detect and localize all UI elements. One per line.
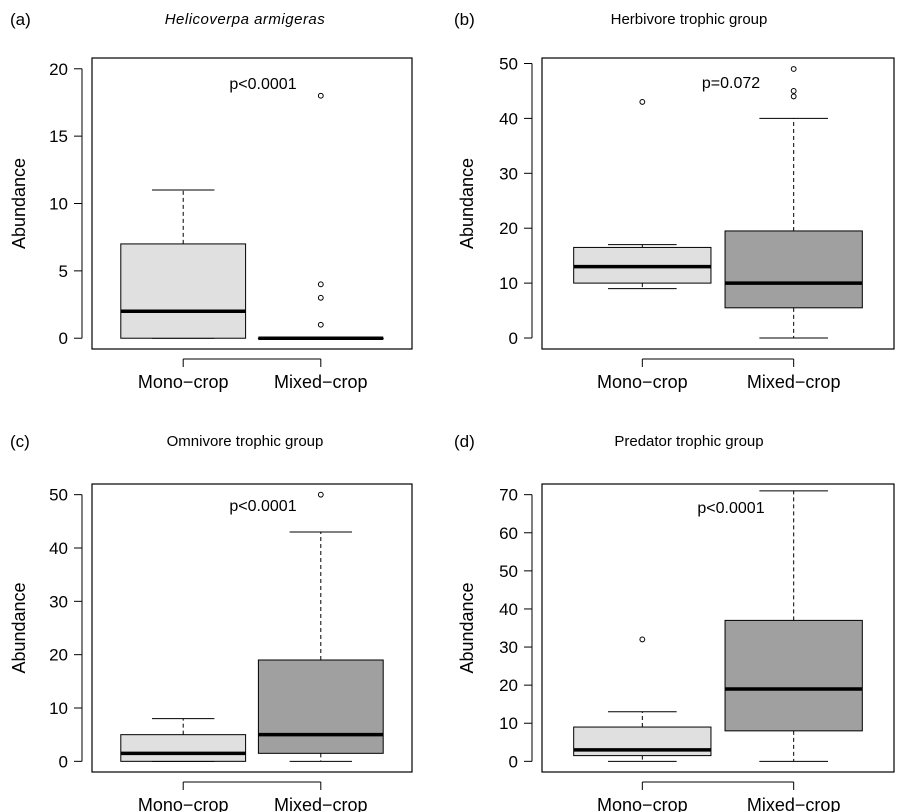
p-value-annotation: p<0.0001 <box>697 500 764 517</box>
panel-letter: (d) <box>454 432 475 451</box>
iqr-box <box>120 243 247 339</box>
panel-c: (c) Omnivore trophic group 0 10 20 30 40 50 Ab… <box>0 406 448 812</box>
panel-letter: (c) <box>10 432 30 451</box>
x-category-label: Mono−crop <box>138 372 229 392</box>
outlier-point <box>317 281 324 288</box>
y-tick-label: 70 <box>499 486 518 505</box>
y-tick-label: 20 <box>49 646 68 665</box>
panel-a: (a) Helicoverpa armigeras 0 5 10 15 20 Abunda… <box>0 0 448 406</box>
plot-frame <box>541 483 895 773</box>
y-tick-label: 15 <box>49 127 68 146</box>
y-tick-label: 10 <box>49 195 68 214</box>
y-tick-label: 20 <box>499 676 518 695</box>
panel-d: (d) Predator trophic group 0 10 20 30 40 50 60… <box>448 406 896 812</box>
y-tick-label: 0 <box>59 329 68 348</box>
y-tick-label: 40 <box>499 109 518 128</box>
p-value-annotation: p=0.072 <box>702 75 760 92</box>
y-tick-label: 30 <box>499 638 518 657</box>
y-tick-label: 30 <box>49 592 68 611</box>
y-axis-label: Abundance <box>9 582 29 673</box>
x-category-label: Mono−crop <box>138 795 229 812</box>
panel-title: Omnivore trophic group <box>166 433 324 450</box>
panel-b: (b) Herbivore trophic group 0 10 20 30 40 50 A… <box>448 0 896 406</box>
panel-title: Predator trophic group <box>614 433 764 450</box>
y-tick-label: 0 <box>59 752 68 771</box>
outlier-point <box>790 93 797 100</box>
y-tick-label: 40 <box>49 539 68 558</box>
outlier-point <box>639 99 646 105</box>
x-category-label: Mono−crop <box>597 372 688 392</box>
y-tick-label: 50 <box>499 54 518 73</box>
outlier-point <box>790 66 797 72</box>
y-tick-label: 10 <box>49 699 68 718</box>
p-value-annotation: p<0.0001 <box>229 498 296 515</box>
x-category-label: Mixed−crop <box>274 795 368 812</box>
plot-frame <box>91 57 413 350</box>
iqr-box <box>120 734 247 762</box>
y-tick-label: 60 <box>499 524 518 543</box>
y-tick-label: 10 <box>499 274 518 293</box>
iqr-box <box>724 230 863 309</box>
x-category-label: Mono−crop <box>597 795 688 812</box>
y-axis-label: Abundance <box>457 582 477 673</box>
iqr-box <box>257 659 384 754</box>
y-tick-label: 10 <box>499 714 518 733</box>
y-tick-label: 20 <box>499 219 518 238</box>
x-category-label: Mixed−crop <box>274 372 368 392</box>
panel-title: Helicoverpa armigeras <box>164 11 326 28</box>
x-category-label: Mixed−crop <box>747 795 841 812</box>
outlier-point <box>639 636 646 643</box>
y-tick-label: 20 <box>49 60 68 79</box>
y-tick-label: 50 <box>49 486 68 505</box>
y-tick-label: 5 <box>59 262 68 281</box>
boxplot-chart: 0 10 20 30 40 50 Abundance Mono−crop Mixed−crop p… <box>457 54 895 392</box>
y-tick-label: 30 <box>499 164 518 183</box>
p-value-annotation: p<0.0001 <box>229 76 296 93</box>
plot-frame <box>541 57 895 350</box>
y-tick-label: 0 <box>509 329 518 348</box>
y-axis-label: Abundance <box>457 158 477 249</box>
boxplot-chart: 0 10 20 30 40 50 60 70 Abundance Mono−crop Mixed−c… <box>457 483 895 812</box>
plot-frame <box>91 483 413 773</box>
x-category-label: Mixed−crop <box>747 372 841 392</box>
y-tick-label: 0 <box>509 752 518 771</box>
outlier-point <box>317 321 324 328</box>
y-axis-label: Abundance <box>9 158 29 249</box>
y-tick-label: 40 <box>499 600 518 619</box>
boxplot-chart: 0 5 10 15 20 Abundance Mono−crop Mixed−crop p<0.… <box>9 57 413 392</box>
outlier-point <box>317 294 324 301</box>
y-tick-label: 50 <box>499 562 518 581</box>
outlier-point <box>790 88 797 94</box>
panel-letter: (b) <box>454 10 475 29</box>
outlier-point <box>317 92 324 99</box>
outlier-point <box>317 491 324 498</box>
iqr-box <box>724 619 863 732</box>
panel-letter: (a) <box>10 10 31 29</box>
boxplot-chart: 0 10 20 30 40 50 Abundance Mono−crop Mixed−crop p… <box>9 483 413 812</box>
panel-title: Herbivore trophic group <box>610 11 768 28</box>
